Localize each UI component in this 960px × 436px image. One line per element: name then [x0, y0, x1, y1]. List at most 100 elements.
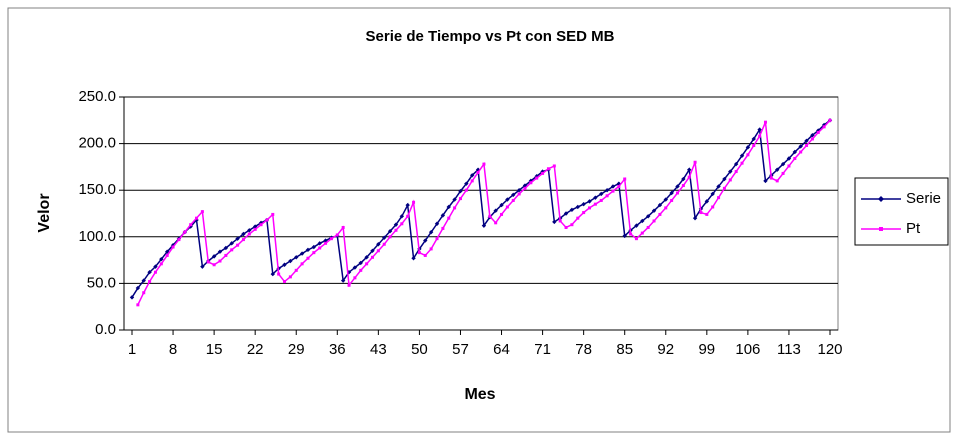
data-marker: [634, 223, 639, 228]
data-marker: [810, 137, 814, 141]
data-marker: [775, 179, 779, 183]
data-marker: [376, 249, 380, 253]
data-marker: [406, 214, 410, 218]
data-marker: [541, 171, 545, 175]
data-marker: [324, 241, 328, 245]
data-marker: [453, 206, 457, 210]
data-marker: [535, 176, 539, 180]
data-marker: [306, 256, 310, 260]
data-marker: [651, 208, 657, 213]
data-marker: [277, 272, 281, 276]
data-marker: [481, 223, 487, 228]
data-marker: [675, 191, 679, 195]
x-tick-label: 85: [616, 341, 633, 358]
data-marker: [500, 212, 504, 216]
data-marker: [488, 214, 492, 218]
data-marker: [564, 225, 568, 229]
data-marker: [593, 202, 597, 206]
data-marker: [781, 171, 785, 175]
x-axis-title: Mes: [464, 386, 495, 403]
data-marker: [705, 212, 709, 216]
data-marker: [230, 248, 234, 252]
data-marker: [751, 136, 756, 142]
data-marker: [658, 212, 662, 216]
data-marker: [775, 167, 780, 172]
data-marker: [341, 225, 345, 229]
data-marker: [675, 184, 680, 189]
data-marker: [640, 231, 644, 235]
data-marker: [792, 149, 798, 155]
data-marker: [786, 156, 792, 161]
data-marker: [570, 223, 574, 227]
data-marker: [211, 254, 217, 259]
data-marker: [165, 253, 169, 257]
data-marker: [382, 235, 387, 240]
data-marker: [582, 211, 586, 215]
data-marker: [441, 226, 445, 230]
data-marker: [599, 191, 604, 197]
data-marker: [511, 192, 516, 198]
legend-marker: [879, 227, 883, 231]
data-marker: [534, 174, 539, 179]
data-marker: [558, 219, 562, 223]
data-marker: [195, 216, 199, 220]
data-marker: [804, 138, 809, 144]
x-tick-label: 106: [735, 341, 760, 358]
data-marker: [294, 255, 299, 260]
data-marker: [716, 184, 721, 189]
x-tick-label: 15: [206, 341, 223, 358]
data-marker: [159, 262, 163, 266]
data-marker: [376, 242, 381, 247]
data-marker: [452, 197, 457, 202]
data-marker: [458, 188, 463, 194]
data-marker: [663, 197, 668, 202]
x-tick-label: 29: [288, 341, 305, 358]
data-marker: [505, 205, 509, 209]
data-marker: [265, 218, 269, 222]
data-marker: [728, 169, 733, 174]
data-marker: [387, 229, 393, 234]
data-marker: [294, 268, 298, 272]
data-marker: [135, 285, 141, 291]
data-marker: [552, 219, 557, 225]
data-marker: [229, 241, 234, 246]
data-marker: [763, 178, 768, 184]
x-tick-label: 64: [493, 341, 510, 358]
data-marker: [576, 216, 580, 220]
data-marker: [821, 122, 827, 128]
data-marker: [645, 214, 651, 219]
x-tick-label: 57: [452, 341, 469, 358]
data-marker: [159, 256, 164, 262]
data-marker: [359, 268, 363, 272]
y-tick-label: 250.0: [78, 88, 116, 105]
data-marker: [810, 133, 815, 138]
data-marker: [183, 230, 187, 234]
data-marker: [364, 255, 369, 260]
data-marker: [605, 194, 609, 198]
data-marker: [347, 283, 351, 287]
data-marker: [494, 221, 498, 225]
data-marker: [476, 170, 480, 174]
data-marker: [329, 237, 333, 241]
data-marker: [657, 202, 663, 208]
data-marker: [799, 150, 803, 154]
data-marker: [523, 186, 527, 190]
data-marker: [758, 134, 762, 138]
data-marker: [752, 143, 756, 147]
x-tick-label: 71: [534, 341, 551, 358]
data-marker: [581, 201, 586, 207]
data-marker: [288, 275, 292, 279]
data-marker: [236, 243, 240, 247]
data-marker: [470, 179, 474, 183]
data-marker: [282, 262, 287, 267]
data-marker: [563, 211, 569, 216]
data-marker: [440, 213, 446, 218]
data-marker: [464, 181, 469, 186]
data-marker: [223, 245, 229, 251]
data-marker: [516, 188, 522, 193]
x-tick-label: 113: [777, 341, 801, 358]
data-marker: [805, 143, 809, 147]
data-marker: [746, 153, 750, 157]
